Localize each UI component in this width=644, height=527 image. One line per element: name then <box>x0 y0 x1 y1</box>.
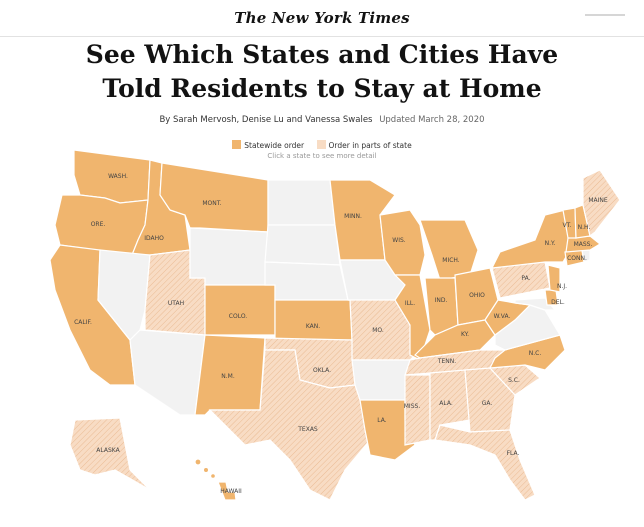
state-co[interactable] <box>204 284 276 336</box>
state-il[interactable] <box>393 274 431 361</box>
state-nj[interactable] <box>547 264 561 293</box>
state-hi-group <box>194 458 237 501</box>
legend-label-partial: Order in parts of state <box>328 141 412 150</box>
masthead: The New York Times <box>0 0 644 37</box>
state-ny[interactable] <box>490 209 571 269</box>
state-de[interactable] <box>544 289 559 306</box>
state-md[interactable] <box>514 297 557 311</box>
us-map: WASH. ORE. CALIF. IDAHO MONT. UTAH COLO.… <box>49 150 621 501</box>
legend: Statewide order Order in parts of state <box>0 140 644 150</box>
legend-swatch-partial <box>316 140 326 149</box>
legend-item-partial: Order in parts of state <box>316 140 412 150</box>
headline-line-2: Told Residents to Stay at Home <box>102 74 542 103</box>
state-hi-island-2[interactable] <box>202 466 210 474</box>
state-fl[interactable] <box>434 424 536 501</box>
legend-label-statewide: Statewide order <box>244 141 305 150</box>
state-ga[interactable] <box>464 367 516 433</box>
map-hint: Click a state to see more detail <box>267 152 377 160</box>
byline-updated: Updated March 28, 2020 <box>379 115 485 125</box>
state-ar[interactable] <box>351 359 411 401</box>
headline-line-1: See Which States and Cities Have <box>85 40 559 69</box>
menu-icon[interactable] <box>585 14 625 16</box>
state-me[interactable] <box>582 169 621 238</box>
state-in[interactable] <box>424 277 459 336</box>
nyt-logo[interactable]: The New York Times <box>234 9 410 27</box>
state-az[interactable] <box>129 329 206 416</box>
state-wy[interactable] <box>189 227 269 286</box>
state-hi-island-3[interactable] <box>210 473 217 480</box>
state-hi-island-1[interactable] <box>194 458 202 466</box>
state-mi[interactable] <box>419 219 479 281</box>
byline: By Sarah Mervosh, Denise Lu and Vanessa … <box>0 115 644 125</box>
state-tx[interactable] <box>208 349 371 501</box>
state-ms[interactable] <box>404 374 431 446</box>
state-ks[interactable] <box>274 299 353 341</box>
headline: See Which States and Cities Have Told Re… <box>0 38 644 106</box>
state-nd[interactable] <box>267 179 336 226</box>
state-hi[interactable] <box>217 481 237 501</box>
state-nc[interactable] <box>488 334 566 371</box>
state-nm[interactable] <box>194 334 266 416</box>
state-ri[interactable] <box>581 249 591 263</box>
state-ne[interactable] <box>264 261 349 301</box>
state-wi[interactable] <box>379 209 426 276</box>
legend-item-statewide: Statewide order <box>232 140 304 150</box>
byline-authors: By Sarah Mervosh, Denise Lu and Vanessa … <box>159 115 373 125</box>
state-ak[interactable] <box>69 417 151 491</box>
legend-swatch-statewide <box>232 140 242 149</box>
state-sd[interactable] <box>264 224 341 266</box>
